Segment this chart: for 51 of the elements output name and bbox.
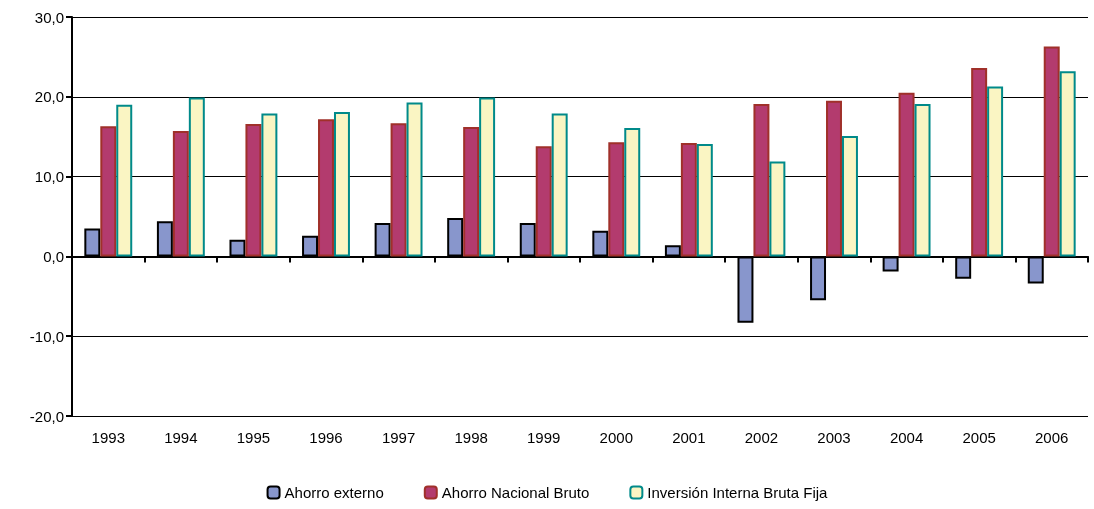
bar — [898, 92, 915, 257]
x-tick-label: 1996 — [309, 429, 343, 446]
bar — [535, 146, 552, 257]
x-tick-label: 1997 — [381, 429, 416, 446]
x-tick-label: 2005 — [962, 429, 996, 446]
bar — [680, 143, 697, 257]
y-tick-label: 10,0 — [34, 168, 64, 186]
bar — [463, 127, 480, 257]
x-tick-label: 1994 — [164, 429, 198, 446]
bar — [1043, 46, 1060, 257]
bar — [608, 142, 625, 257]
y-tick-label: 0,0 — [43, 247, 64, 265]
x-tick-label: 2001 — [672, 429, 706, 446]
bar — [390, 123, 407, 257]
bar — [753, 103, 770, 257]
legend-label: Ahorro externo — [284, 484, 384, 501]
bar — [841, 135, 858, 257]
y-tick-label: 20,0 — [34, 88, 64, 106]
x-tick-label: 1999 — [527, 429, 561, 446]
bar — [914, 103, 931, 257]
bar — [769, 161, 786, 257]
y-tick-label: -10,0 — [29, 327, 64, 345]
x-tick-label: 2002 — [744, 429, 779, 446]
x-tick-label: 2000 — [599, 429, 633, 446]
bar — [826, 100, 842, 257]
x-tick-label: 2003 — [817, 429, 851, 446]
bar — [551, 113, 568, 257]
bar — [116, 104, 133, 257]
bar — [696, 143, 713, 257]
x-tick-label: 2004 — [889, 429, 924, 446]
x-tick-label: 1998 — [454, 429, 488, 446]
bar — [100, 126, 117, 257]
bar — [318, 119, 334, 257]
bar — [188, 97, 205, 257]
bar — [1059, 71, 1076, 257]
x-tick-label: 2006 — [1035, 429, 1069, 446]
bar — [245, 123, 262, 257]
bar — [172, 131, 189, 257]
bar — [406, 102, 423, 257]
bar — [624, 127, 641, 257]
bar — [333, 111, 350, 257]
legend-label: Inversión Interna Bruta Fija — [647, 484, 829, 501]
x-tick-label: 1993 — [91, 429, 125, 446]
x-tick-label: 1995 — [236, 429, 271, 446]
bar — [971, 68, 988, 257]
y-tick-label: 30,0 — [34, 8, 64, 26]
bar — [261, 113, 278, 257]
legend-label: Ahorro Nacional Bruto — [441, 484, 590, 501]
y-tick-label: -20,0 — [29, 407, 64, 425]
bar — [479, 97, 496, 257]
bar — [987, 86, 1004, 257]
